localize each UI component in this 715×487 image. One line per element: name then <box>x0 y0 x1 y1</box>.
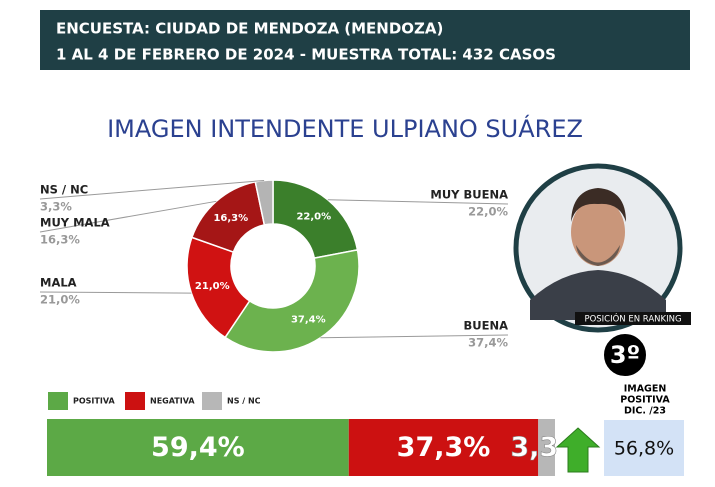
legend-label: POSITIVA <box>73 397 115 406</box>
category-value: 21,0% <box>40 293 80 307</box>
legend-label: NEGATIVA <box>150 397 195 406</box>
bar-segment <box>348 419 539 476</box>
category-label: NS / NC <box>40 183 88 197</box>
leader-line <box>39 179 265 200</box>
slice-label: 37,4% <box>291 314 326 325</box>
category-value: 3,3% <box>40 200 72 214</box>
donut-slice <box>272 179 359 260</box>
bar-segment <box>47 419 349 476</box>
bar-label: 59,4% <box>151 432 245 463</box>
category-label: MUY BUENA <box>430 188 508 202</box>
category-label: BUENA <box>464 319 509 333</box>
previous-value: 56,8% <box>614 438 674 460</box>
up-arrow <box>555 427 601 473</box>
ranking-badge <box>602 332 648 378</box>
leader-line <box>320 334 509 339</box>
slice-label: 22,0% <box>296 212 331 223</box>
leader-line <box>39 291 192 294</box>
ranking-band <box>575 312 691 325</box>
legend-swatch <box>48 392 68 410</box>
leader-line <box>39 200 217 233</box>
category-label: MUY MALA <box>40 216 110 230</box>
header-line: ENCUESTA: CIUDAD DE MENDOZA (MENDOZA) <box>56 20 443 38</box>
legend-swatch <box>202 392 222 410</box>
ranking-position: 3º <box>610 341 640 369</box>
leader-line <box>327 199 509 205</box>
legend-label: NS / NC <box>227 397 261 406</box>
portrait <box>513 163 683 333</box>
chart-title: IMAGEN INTENDENTE ULPIANO SUÁREZ <box>107 114 583 143</box>
header-line: 1 AL 4 DE FEBRERO DE 2024 - MUESTRA TOTA… <box>56 46 556 64</box>
donut-slice <box>224 249 360 353</box>
ranking-caption: IMAGEN <box>624 384 667 395</box>
ranking-caption: POSITIVA <box>620 395 670 406</box>
legend-swatch <box>125 392 145 410</box>
ranking-caption: DIC. /23 <box>624 406 666 417</box>
header-band <box>40 10 690 70</box>
bar-label: 37,3% <box>397 432 491 463</box>
category-label: MALA <box>40 276 77 290</box>
ranking-label: POSICIÓN EN RANKING <box>584 313 681 325</box>
slice-label: 16,3% <box>213 213 248 224</box>
bar-segment <box>538 419 555 476</box>
slice-label: 21,0% <box>195 281 230 292</box>
previous-box <box>604 420 684 476</box>
bar-label: 3,3 <box>510 432 558 463</box>
category-value: 37,4% <box>468 336 508 350</box>
category-value: 16,3% <box>40 233 80 247</box>
category-value: 22,0% <box>468 205 508 219</box>
